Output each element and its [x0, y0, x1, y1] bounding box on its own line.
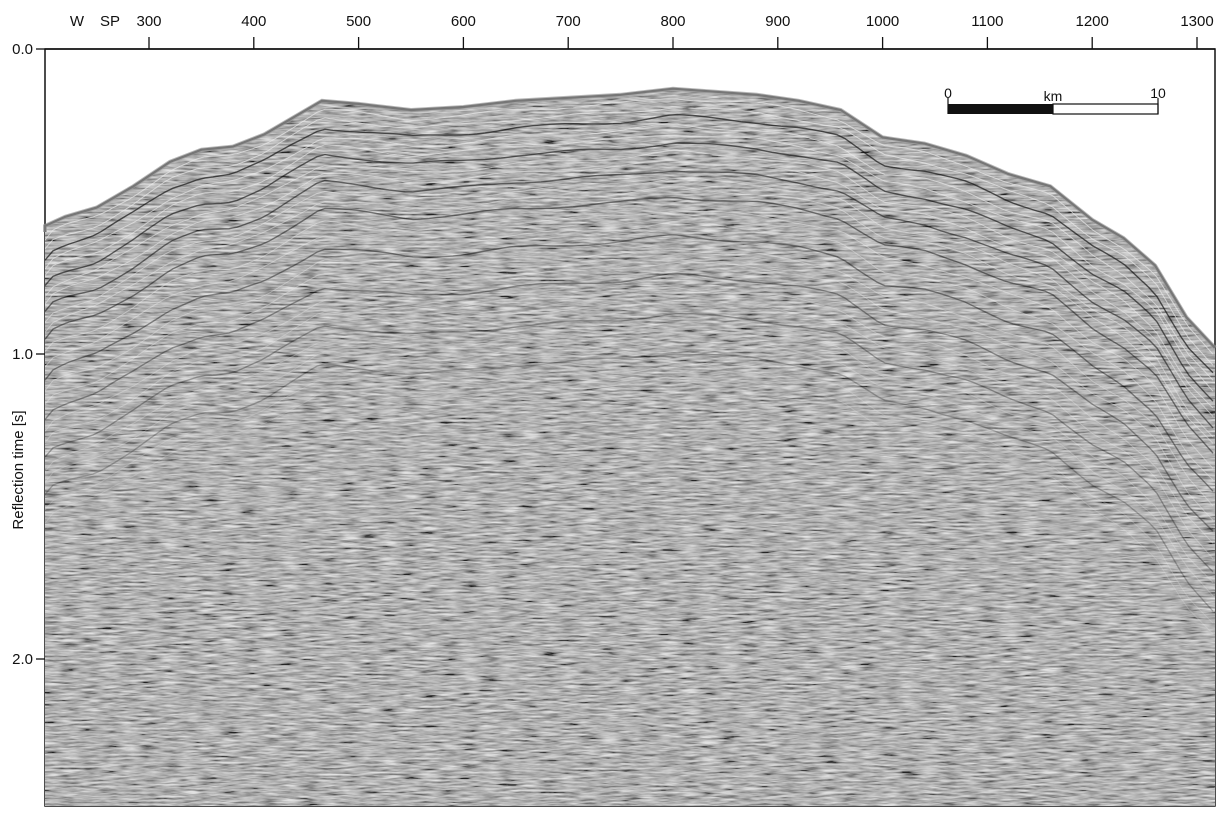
reflector-16 [45, 249, 1214, 507]
y-tick-label-2.0: 2.0 [12, 651, 33, 668]
seismic-section [45, 88, 1215, 806]
reflector-26 [45, 377, 1214, 635]
reflector-12 [45, 196, 1214, 454]
reflector-2 [45, 107, 1214, 366]
reflector-13 [45, 210, 1214, 469]
reflector-1 [45, 98, 1214, 355]
reflector-14 [45, 221, 1214, 481]
reflector-24 [45, 353, 1214, 612]
reflector-5 [45, 134, 1214, 392]
scale-bar-start-label: 0 [944, 85, 952, 101]
scale-bar-unit-label: km [1044, 88, 1063, 104]
y-tick-label-0.0: 0.0 [12, 41, 33, 58]
reflector-10 [45, 177, 1214, 438]
reflector-3 [45, 113, 1214, 374]
reflector-22 [45, 324, 1214, 583]
scale-bar: 0 km 10 [944, 85, 1166, 115]
reflector-20 [45, 301, 1214, 560]
reflector-4 [45, 123, 1214, 381]
reflector-15 [45, 234, 1214, 492]
scale-bar-end-label: 10 [1150, 85, 1166, 101]
y-tick-label-1.0: 1.0 [12, 346, 33, 363]
y-axis-label: Reflection time [s] [10, 410, 27, 529]
reflector-23 [45, 339, 1214, 597]
x-tick-label-1100: 1100 [971, 13, 1003, 30]
reflector-21 [45, 312, 1214, 573]
section-noise [45, 88, 1215, 806]
x-tick-label-300: 300 [136, 13, 161, 30]
x-tick-label-700: 700 [556, 13, 581, 30]
x-tick-label-800: 800 [660, 13, 685, 30]
shotpoint-label: SP [100, 13, 120, 30]
reflector-17 [45, 262, 1214, 521]
reflector-group [45, 98, 1214, 635]
x-tick-label-600: 600 [451, 13, 476, 30]
direction-label: W [70, 13, 85, 30]
x-tick-label-1300: 1300 [1180, 13, 1213, 30]
reflector-8 [45, 160, 1214, 417]
reflector-11 [45, 186, 1214, 444]
reflector-6 [45, 142, 1214, 402]
x-tick-label-1200: 1200 [1076, 13, 1109, 30]
x-tick-label-400: 400 [241, 13, 266, 30]
reflector-7 [45, 149, 1214, 409]
x-axis-ticks: 300 400 500 600 700 800 900 1000 1100 1200 1300 [136, 13, 1214, 49]
scale-bar-empty [1052, 103, 1159, 115]
x-tick-label-1000: 1000 [866, 13, 899, 30]
reflector-9 [45, 170, 1214, 429]
y-axis-ticks: 0.0 1.0 2.0 [12, 41, 45, 668]
scale-bar-filled [948, 104, 1053, 114]
reflector-18 [45, 272, 1214, 532]
x-tick-label-500: 500 [346, 13, 371, 30]
reflector-19 [45, 286, 1214, 544]
x-tick-label-900: 900 [765, 13, 790, 30]
seafloor-halo [43, 86, 1217, 350]
reflector-25 [45, 364, 1214, 624]
